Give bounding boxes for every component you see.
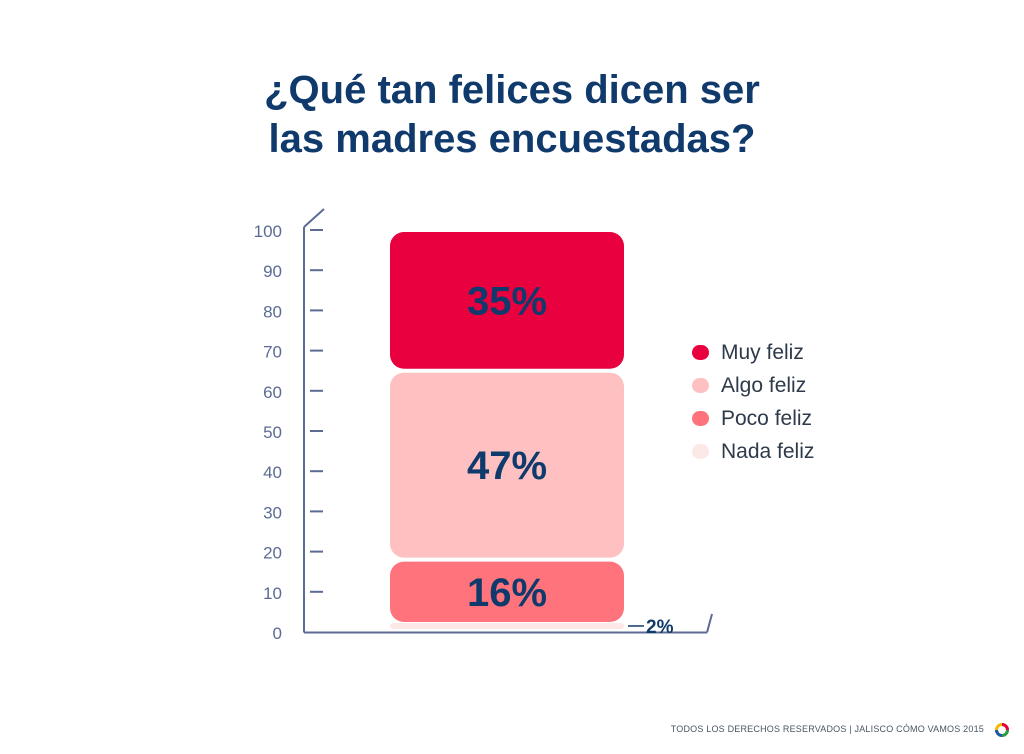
legend-item-nada-feliz: Nada feliz [692, 435, 814, 468]
axis-layer: 0 10 20 30 40 50 60 70 80 90 100 [254, 208, 713, 643]
bar-segment-nada-feliz [390, 622, 624, 629]
legend-label-algo-feliz: Algo feliz [721, 373, 807, 397]
legend-swatch-nada-feliz [692, 444, 709, 459]
data-label-muy-feliz: 35% [467, 279, 547, 323]
chart-title: ¿Qué tan felices dicen ser las madres en… [0, 66, 1024, 164]
y-tick-label: 30 [263, 503, 282, 522]
y-tick-label: 10 [263, 584, 282, 603]
legend-item-algo-feliz: Algo feliz [692, 369, 814, 402]
y-tick-label: 50 [263, 423, 282, 442]
bar-segment-algo-feliz [390, 372, 624, 558]
y-tick-label: 100 [254, 222, 282, 241]
legend-swatch-muy-feliz [692, 345, 709, 360]
chart-title-line-2: las madres encuestadas? [268, 117, 756, 161]
legend-item-muy-feliz: Muy feliz [692, 336, 814, 369]
legend-label-poco-feliz: Poco feliz [721, 406, 813, 430]
y-axis-end-slash [303, 208, 325, 228]
legend: Muy feliz Algo feliz Poco feliz Nada fel… [692, 336, 814, 468]
data-label-nada-feliz: 2% [646, 617, 674, 638]
bar-segment-poco-feliz [390, 561, 624, 622]
legend-label-nada-feliz: Nada feliz [721, 439, 815, 463]
y-tick-label: 40 [263, 463, 282, 482]
footer-copyright: TODOS LOS DERECHOS RESERVADOS | JALISCO … [670, 724, 984, 734]
y-tick-label: 90 [263, 262, 282, 281]
y-tick-label: 70 [263, 343, 282, 362]
y-tick-label: 80 [263, 302, 282, 321]
data-label-algo-feliz: 47% [467, 444, 547, 488]
jalisco-como-vamos-logo-icon [995, 723, 1009, 737]
data-label-poco-feliz: 16% [467, 571, 547, 615]
legend-item-poco-feliz: Poco feliz [692, 402, 814, 435]
bar-segment-muy-feliz [390, 232, 624, 369]
chart-title-line-1: ¿Qué tan felices dicen ser [264, 68, 760, 112]
y-tick-label: 60 [263, 383, 282, 402]
legend-swatch-poco-feliz [692, 411, 709, 426]
bar-layer: 2% 16% 47% 35% [390, 232, 674, 638]
y-tick-label: 20 [263, 544, 282, 563]
y-tick-label: 0 [273, 624, 282, 643]
legend-swatch-algo-feliz [692, 378, 709, 393]
legend-label-muy-feliz: Muy feliz [721, 340, 804, 364]
x-axis-end-slash [706, 613, 713, 633]
